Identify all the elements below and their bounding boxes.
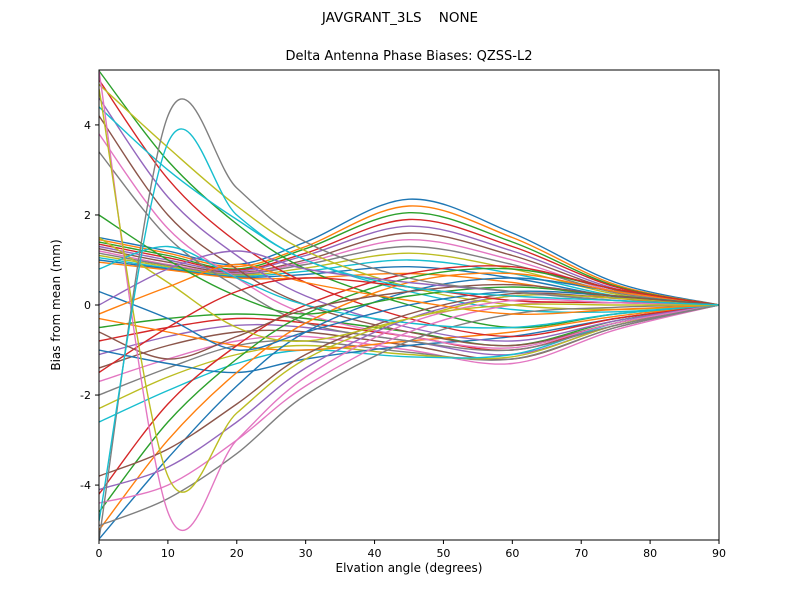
- series-line: [99, 236, 719, 342]
- x-axis-ticks: 0 10 20 30 40 50 60 70 80 90: [96, 540, 726, 560]
- series-lines: [99, 70, 719, 540]
- series-line: [99, 304, 719, 351]
- y-axis-label: Bias from mean (mm): [49, 239, 63, 371]
- series-line: [99, 245, 719, 329]
- series-line: [99, 259, 719, 306]
- series-line: [99, 211, 719, 306]
- series-line: [99, 88, 719, 493]
- x-tick-label: 20: [230, 547, 244, 560]
- x-tick-label: 60: [505, 547, 519, 560]
- x-tick-label: 50: [436, 547, 450, 560]
- series-line: [99, 198, 719, 306]
- y-tick-label: 0: [84, 299, 91, 312]
- x-tick-label: 30: [299, 547, 313, 560]
- series-line: [99, 304, 719, 396]
- series-line: [99, 245, 719, 306]
- y-tick-label: -2: [80, 389, 91, 402]
- x-tick-label: 40: [368, 547, 382, 560]
- x-axis-label: Elvation angle (degrees): [335, 561, 483, 575]
- series-line: [99, 218, 719, 306]
- series-line: [99, 283, 719, 360]
- x-tick-label: 80: [643, 547, 657, 560]
- x-tick-label: 90: [712, 547, 726, 560]
- series-line: [99, 70, 719, 532]
- series-line: [99, 79, 719, 338]
- series-line: [99, 272, 719, 531]
- series-line: [99, 205, 719, 306]
- y-tick-label: 2: [84, 209, 91, 222]
- x-tick-label: 10: [161, 547, 175, 560]
- series-line: [99, 304, 719, 527]
- series-line: [99, 128, 719, 522]
- axes-title: Delta Antenna Phase Biases: QZSS-L2: [285, 49, 533, 64]
- series-line: [99, 263, 719, 315]
- y-tick-label: 4: [84, 119, 91, 132]
- series-line: [99, 83, 719, 311]
- figure-suptitle: JAVGRANT_3LS NONE: [321, 10, 479, 26]
- series-line: [99, 304, 719, 383]
- series-line: [99, 106, 719, 313]
- series-line: [99, 151, 719, 352]
- x-tick-label: 70: [574, 547, 588, 560]
- y-axis-ticks: -4 -2 0 2 4: [80, 119, 99, 492]
- series-line: [99, 232, 719, 306]
- series-line: [99, 98, 719, 540]
- x-tick-label: 0: [96, 547, 103, 560]
- series-line: [99, 133, 719, 349]
- y-tick-label: -4: [80, 479, 91, 492]
